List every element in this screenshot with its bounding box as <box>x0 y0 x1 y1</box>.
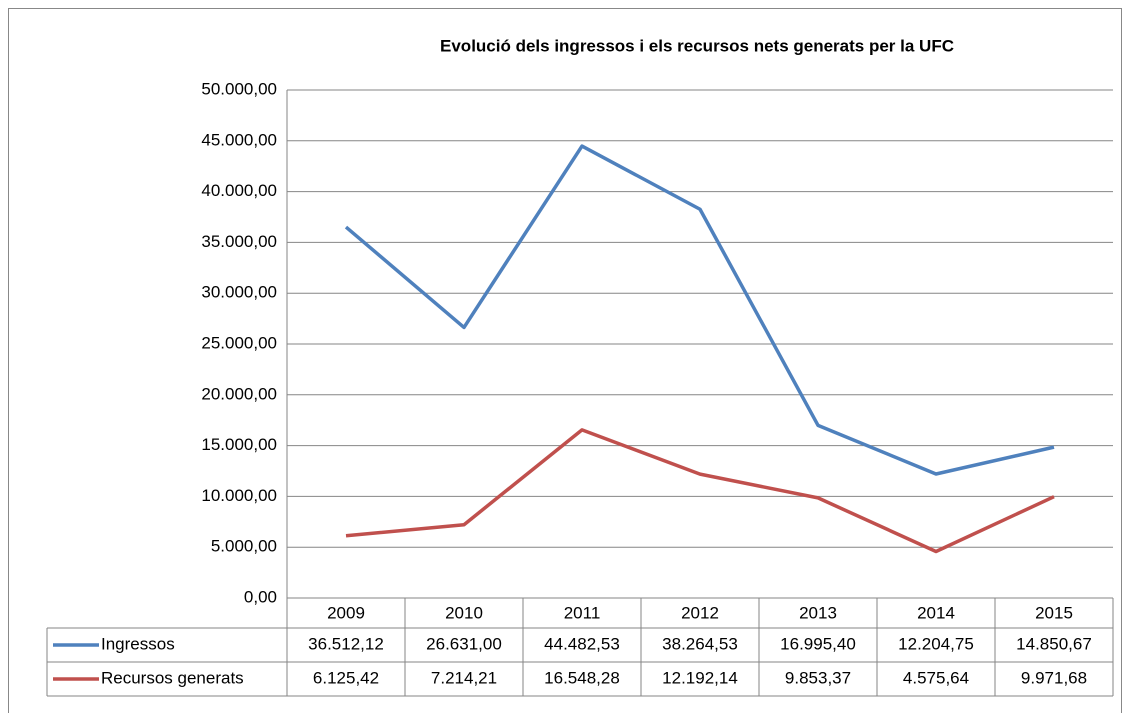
y-tick-label: 20.000,00 <box>201 384 277 403</box>
y-tick-label: 5.000,00 <box>211 537 277 556</box>
y-tick-label: 10.000,00 <box>201 486 277 505</box>
table-value: 38.264,53 <box>662 634 738 653</box>
table-value: 12.204,75 <box>898 634 974 653</box>
table-value: 16.995,40 <box>780 634 856 653</box>
x-tick-label: 2014 <box>917 603 955 622</box>
y-tick-label: 50.000,00 <box>201 79 277 98</box>
legend-label: Recursos generats <box>101 668 244 687</box>
table-value: 7.214,21 <box>431 668 497 687</box>
y-tick-label: 15.000,00 <box>201 435 277 454</box>
x-tick-label: 2010 <box>445 603 483 622</box>
table-value: 9.971,68 <box>1021 668 1087 687</box>
table-value: 9.853,37 <box>785 668 851 687</box>
chart-border <box>8 8 1122 713</box>
table-value: 44.482,53 <box>544 634 620 653</box>
x-tick-label: 2009 <box>327 603 365 622</box>
y-tick-label: 30.000,00 <box>201 283 277 302</box>
table-value: 26.631,00 <box>426 634 502 653</box>
y-tick-label: 45.000,00 <box>201 130 277 149</box>
table-value: 4.575,64 <box>903 668 969 687</box>
y-tick-label: 40.000,00 <box>201 181 277 200</box>
series-line <box>344 144 1055 476</box>
chart-title: Evolució dels ingressos i els recursos n… <box>440 36 954 55</box>
x-tick-label: 2015 <box>1035 603 1073 622</box>
y-tick-label: 25.000,00 <box>201 333 277 352</box>
table-value: 14.850,67 <box>1016 634 1092 653</box>
x-tick-label: 2013 <box>799 603 837 622</box>
series-line <box>345 428 1055 554</box>
y-tick-label: 0,00 <box>244 587 277 606</box>
legend-label: Ingressos <box>101 634 175 653</box>
y-tick-label: 35.000,00 <box>201 232 277 251</box>
table-value: 36.512,12 <box>308 634 384 653</box>
table-value: 16.548,28 <box>544 668 620 687</box>
x-tick-label: 2012 <box>681 603 719 622</box>
table-value: 12.192,14 <box>662 668 738 687</box>
x-tick-label: 2011 <box>564 603 601 622</box>
table-value: 6.125,42 <box>313 668 379 687</box>
